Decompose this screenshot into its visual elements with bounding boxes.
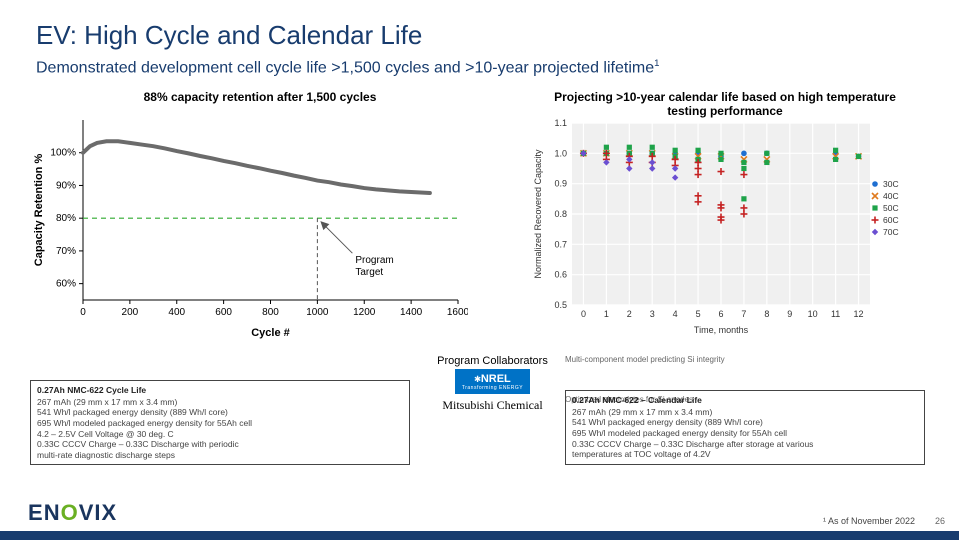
svg-text:90%: 90% — [56, 180, 76, 191]
subtitle-text: Demonstrated development cell cycle life… — [36, 59, 654, 76]
svg-text:11: 11 — [831, 309, 840, 319]
note-title: 0.27Ah NMC-622 – Calendar Life — [572, 395, 918, 406]
svg-text:10: 10 — [808, 309, 818, 319]
svg-text:70%: 70% — [56, 246, 76, 257]
svg-text:0.8: 0.8 — [554, 209, 567, 219]
svg-text:30C: 30C — [883, 179, 899, 189]
page-subtitle: Demonstrated development cell cycle life… — [36, 58, 659, 77]
svg-text:600: 600 — [215, 307, 232, 318]
svg-text:0.5: 0.5 — [554, 300, 567, 310]
svg-text:60%: 60% — [56, 279, 76, 290]
svg-text:800: 800 — [262, 307, 279, 318]
nrel-subtext: Transforming ENERGY — [462, 385, 523, 391]
chart-right-title: Projecting >10-year calendar life based … — [540, 90, 910, 118]
svg-text:200: 200 — [122, 307, 139, 318]
svg-text:Time, months: Time, months — [694, 325, 749, 335]
svg-text:2: 2 — [627, 309, 632, 319]
enovix-logo: ENOVIX — [28, 500, 117, 526]
note-body: 267 mAh (29 mm x 17 mm x 3.4 mm)541 Wh/l… — [37, 397, 403, 461]
chart-left-title: 88% capacity retention after 1,500 cycle… — [60, 90, 460, 104]
svg-text:Program: Program — [355, 255, 393, 266]
svg-text:50C: 50C — [883, 203, 899, 213]
svg-text:1400: 1400 — [400, 307, 423, 318]
svg-text:70C: 70C — [883, 227, 899, 237]
svg-text:1.1: 1.1 — [554, 118, 567, 128]
svg-text:1: 1 — [604, 309, 609, 319]
bottom-bar — [0, 531, 959, 540]
svg-text:1600: 1600 — [447, 307, 468, 318]
svg-text:5: 5 — [696, 309, 701, 319]
svg-text:100%: 100% — [50, 148, 76, 159]
note-calendar-life: 0.27Ah NMC-622 – Calendar Life 267 mAh (… — [565, 390, 925, 465]
svg-text:1000: 1000 — [306, 307, 329, 318]
page-title: EV: High Cycle and Calendar Life — [36, 20, 422, 51]
collaborators-block: Program Collaborators ✱NREL Transforming… — [425, 355, 560, 413]
svg-text:0: 0 — [80, 307, 86, 318]
svg-text:40C: 40C — [883, 191, 899, 201]
svg-text:12: 12 — [854, 309, 864, 319]
svg-text:0: 0 — [581, 309, 586, 319]
svg-text:8: 8 — [764, 309, 769, 319]
collaborators-title: Program Collaborators — [425, 355, 560, 367]
svg-text:0.7: 0.7 — [554, 239, 567, 249]
chart-cycle-life: 60% 70% 80% 90% 100% 0 200 400 600 800 1000 1200 140… — [28, 110, 468, 340]
nrel-logo: ✱NREL Transforming ENERGY — [455, 369, 530, 394]
mitsubishi-text: Mitsubishi Chemical — [425, 398, 560, 413]
svg-text:9: 9 — [787, 309, 792, 319]
svg-text:400: 400 — [168, 307, 185, 318]
svg-text:Target: Target — [355, 267, 383, 278]
note-body: 267 mAh (29 mm x 17 mm x 3.4 mm)541 Wh/l… — [572, 407, 918, 460]
svg-text:1200: 1200 — [353, 307, 376, 318]
footnote: ¹ As of November 2022 — [823, 516, 915, 526]
svg-text:0.6: 0.6 — [554, 270, 567, 280]
nrel-text: NREL — [481, 373, 511, 385]
subtitle-sup: 1 — [654, 58, 659, 69]
svg-text:Capacity Retention %: Capacity Retention % — [33, 154, 45, 267]
collab-note-nrel: Multi-component model predicting Si inte… — [565, 355, 735, 365]
svg-text:3: 3 — [650, 309, 655, 319]
svg-text:4: 4 — [673, 309, 678, 319]
page-number: 26 — [935, 516, 945, 526]
svg-text:Cycle #: Cycle # — [251, 327, 290, 339]
svg-text:6: 6 — [718, 309, 723, 319]
svg-text:7: 7 — [741, 309, 746, 319]
svg-text:80%: 80% — [56, 213, 76, 224]
svg-text:60C: 60C — [883, 215, 899, 225]
svg-text:0.9: 0.9 — [554, 179, 567, 189]
svg-text:1.0: 1.0 — [554, 148, 567, 158]
svg-text:Normalized Recovered Capacity: Normalized Recovered Capacity — [533, 149, 543, 279]
note-cycle-life: 0.27Ah NMC-622 Cycle Life 267 mAh (29 mm… — [30, 380, 410, 465]
slide: EV: High Cycle and Calendar Life Demonst… — [0, 0, 959, 540]
note-title: 0.27Ah NMC-622 Cycle Life — [37, 385, 403, 396]
chart-calendar-life: 0.50.60.70.80.91.01.10123456789101112Tim… — [530, 115, 920, 335]
